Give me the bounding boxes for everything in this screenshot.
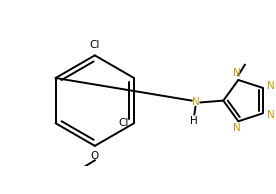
Text: H: H <box>190 116 198 126</box>
Text: N: N <box>267 110 275 120</box>
Text: N: N <box>233 123 240 133</box>
Text: Cl: Cl <box>90 40 100 50</box>
Text: Cl: Cl <box>118 118 129 128</box>
Text: N: N <box>192 97 200 107</box>
Text: N: N <box>233 68 240 78</box>
Text: O: O <box>91 151 99 161</box>
Text: N: N <box>267 81 275 91</box>
